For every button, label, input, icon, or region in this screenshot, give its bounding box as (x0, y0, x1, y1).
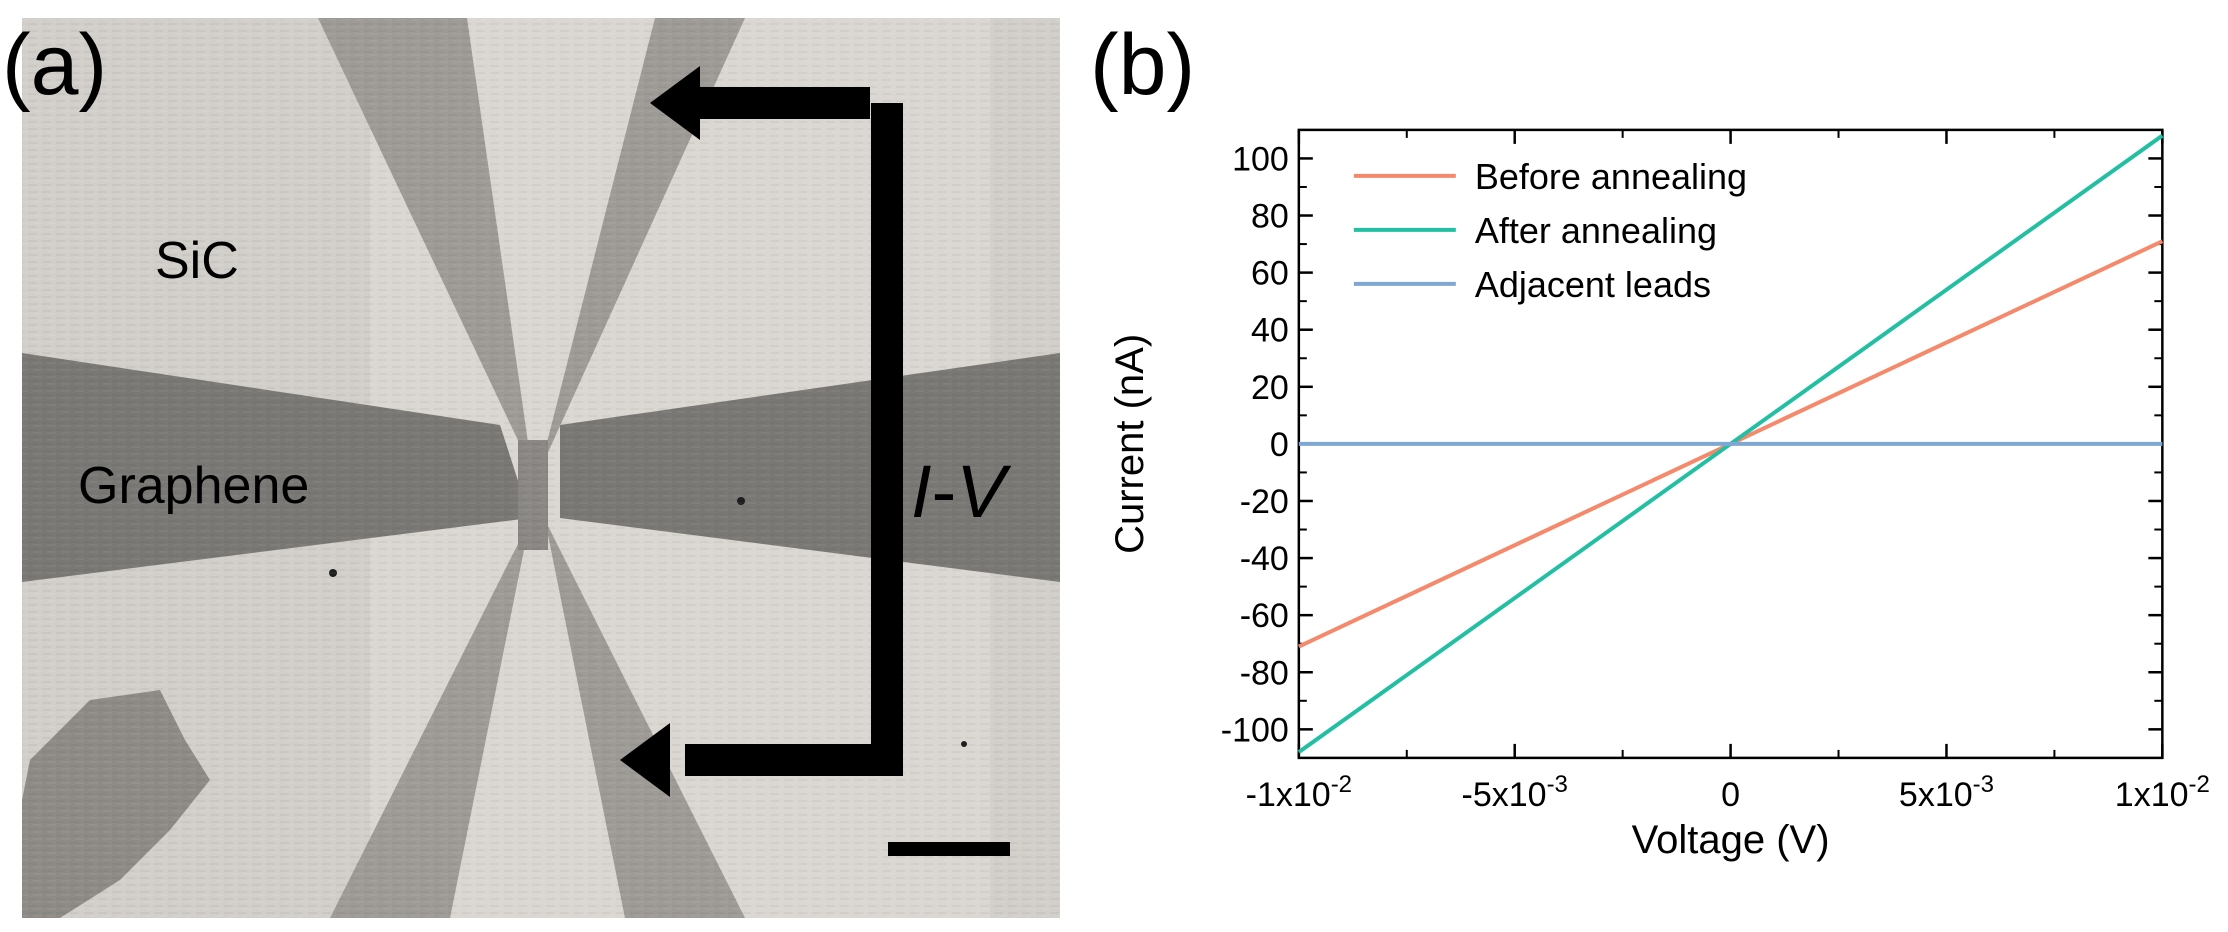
legend-label: After annealing (1475, 210, 1717, 251)
y-tick-label: -40 (1240, 540, 1289, 578)
y-tick-label: 60 (1251, 255, 1289, 293)
x-tick-label: 1x10-2 (2115, 771, 2210, 814)
x-axis-label: Voltage (V) (1632, 818, 1830, 862)
arrow-head-top-icon (650, 66, 700, 140)
y-tick-label: -100 (1221, 711, 1289, 749)
y-tick-label: 0 (1270, 426, 1289, 464)
x-tick-label: 0 (1721, 776, 1740, 814)
micrograph-image: (a) SiC Graphene I-V (2, 17, 1060, 918)
legend-label: Before annealing (1475, 156, 1747, 197)
y-tick-label: 80 (1251, 198, 1289, 236)
plot-area: -100 -80 -60 -40 -20 0 20 40 60 80 100 -1x10-2 -5x10… (1221, 128, 2210, 814)
x-tick-label: 5x10-3 (1899, 771, 1994, 814)
y-tick-label: -80 (1240, 654, 1289, 692)
iv-label: I-V (911, 450, 1012, 533)
legend-label: Adjacent leads (1475, 264, 1711, 305)
sic-label: SiC (155, 232, 239, 290)
y-tick-label: -60 (1240, 597, 1289, 635)
graphene-label: Graphene (78, 457, 309, 515)
x-tick-label: -1x10-2 (1246, 771, 1352, 814)
y-tick-label: 100 (1232, 140, 1289, 178)
micrograph-panel: (a) SiC Graphene I-V (0, 0, 1085, 927)
arrow-head-bottom-icon (620, 723, 670, 797)
iv-chart-panel: (b) -100 -80 -60 -40 -20 0 20 40 60 80 100 -1x10-2-… (1085, 0, 2228, 927)
iv-bracket (685, 103, 903, 776)
y-tick-label: -20 (1240, 483, 1289, 521)
panel-a-label: (a) (2, 17, 107, 113)
y-tick-label: 40 (1251, 312, 1289, 350)
scale-bar-icon (888, 842, 1010, 856)
y-axis-label: Current (nA) (1108, 334, 1152, 554)
x-tick-label: -5x10-3 (1462, 771, 1568, 814)
iv-chart: (b) -100-80-60-40-20020406080100-1x10-2-… (1090, 17, 2210, 862)
panel-b-label: (b) (1090, 17, 1195, 113)
y-tick-label: 20 (1251, 369, 1289, 407)
